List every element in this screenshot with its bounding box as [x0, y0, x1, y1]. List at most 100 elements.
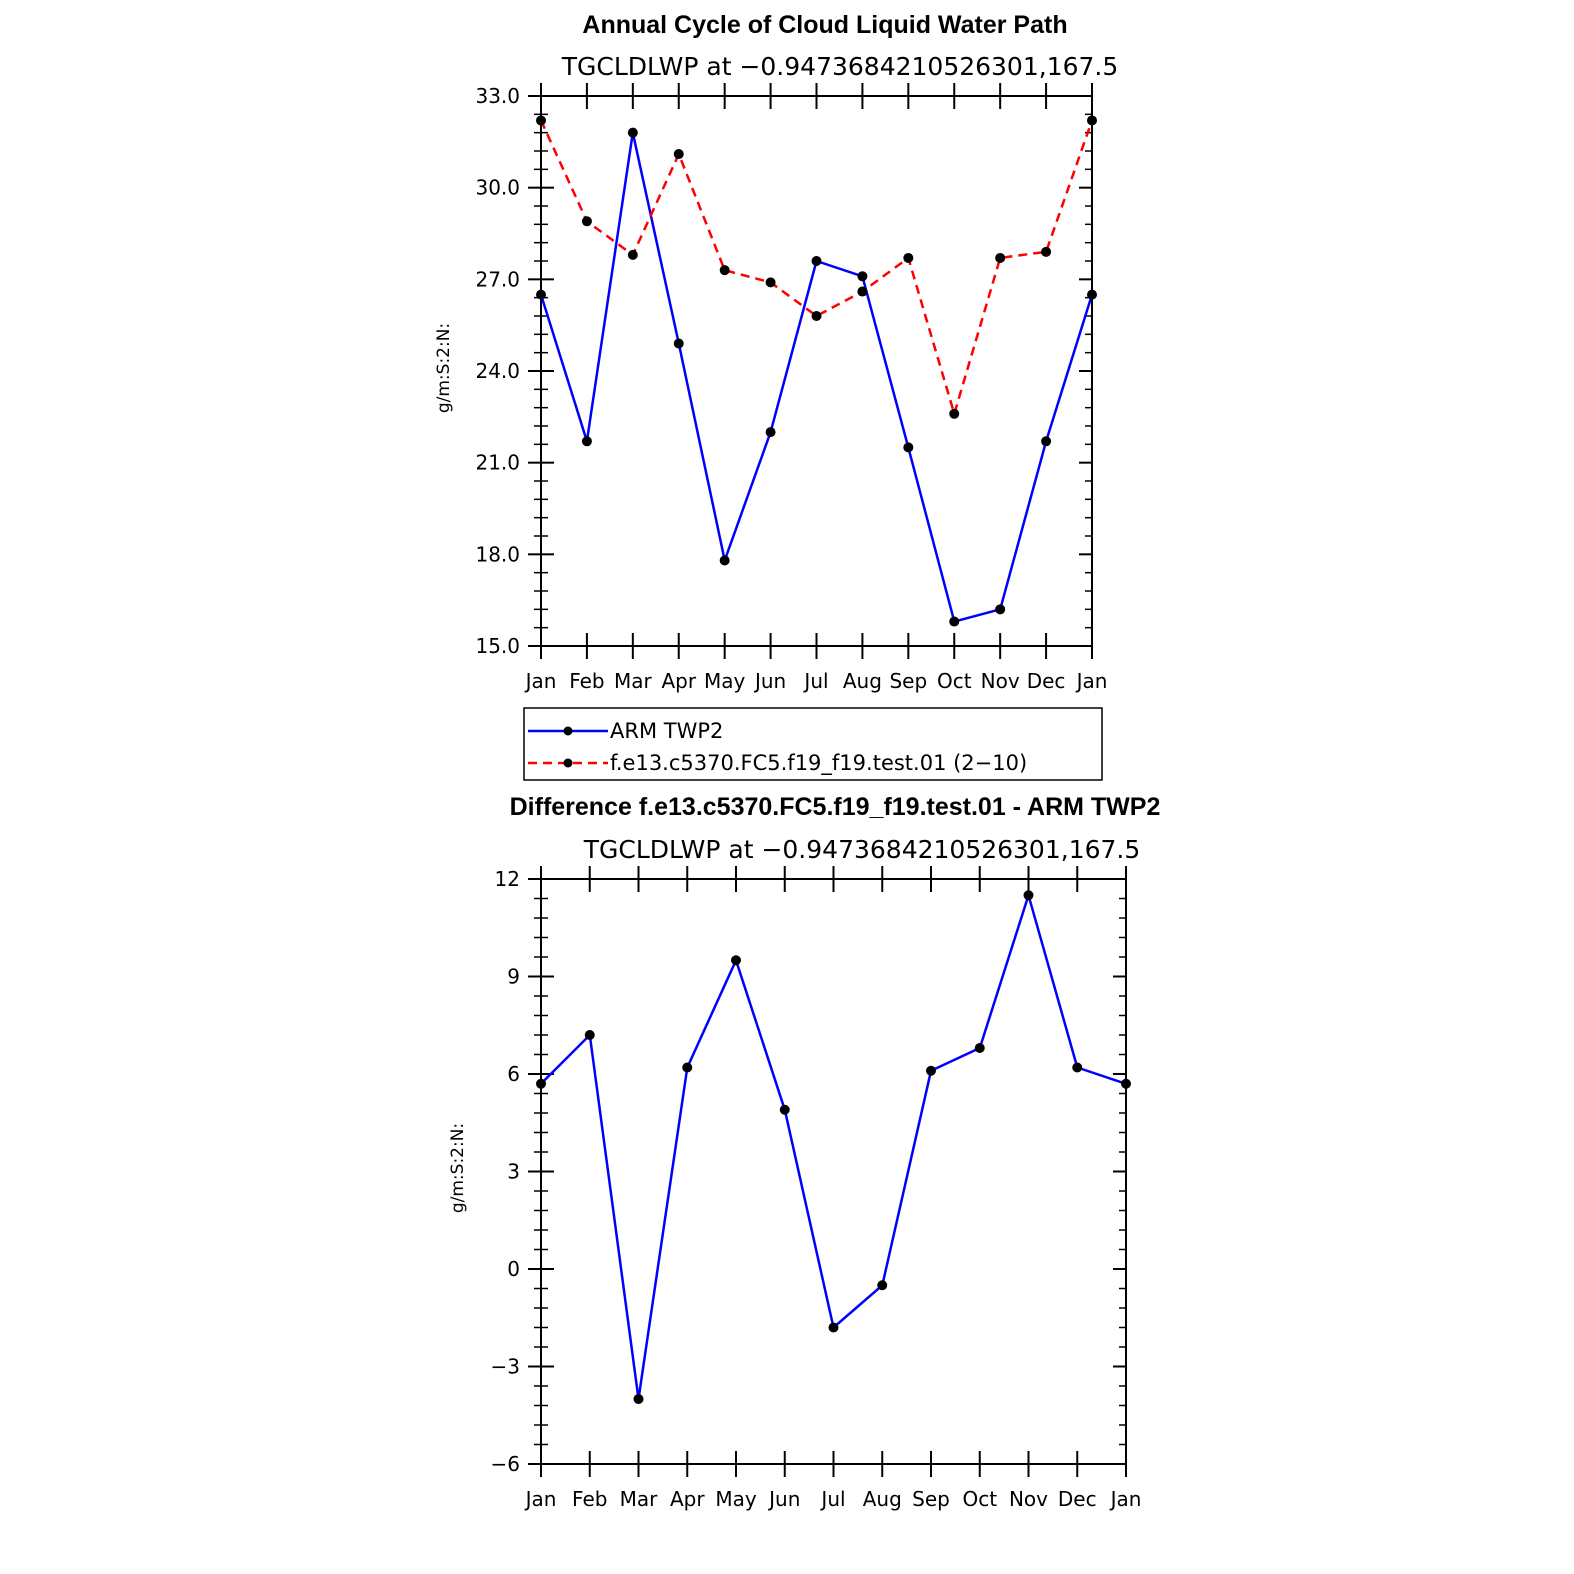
- data-point: [1087, 289, 1097, 300]
- data-point: [995, 252, 1006, 263]
- y-axis-label: g/m:S:2:N:: [448, 1123, 468, 1213]
- x-tick-label: Nov: [981, 669, 1020, 693]
- x-tick-label: Mar: [620, 1487, 659, 1511]
- plot-area: 15.0 18.0 21.0 24.0 27.0 30.0 33.0 Jan Feb Mar Apr…: [475, 83, 1107, 693]
- legend-marker-arm: [563, 726, 573, 736]
- data-point: [731, 955, 741, 966]
- x-tick-label: Jun: [753, 669, 786, 693]
- y-tick-label: 0: [507, 1257, 520, 1281]
- x-tick-label: Dec: [1058, 1487, 1097, 1511]
- data-point: [1041, 246, 1052, 257]
- plot-area: −6 −3 0 3 6 9 12 Jan Feb Mar Apr May Jun Jul Aug Sep Oct…: [491, 866, 1142, 1511]
- data-point: [857, 271, 868, 282]
- data-point: [974, 1043, 985, 1053]
- y-tick-label: 21.0: [475, 451, 520, 475]
- data-point: [536, 289, 546, 300]
- x-tick-label: Oct: [962, 1487, 997, 1511]
- data-point: [857, 286, 868, 297]
- x-tick-label: Mar: [614, 669, 653, 693]
- plot-frame: [540, 95, 1093, 647]
- x-tick-label: Jan: [524, 1487, 557, 1511]
- data-point: [1023, 890, 1034, 901]
- legend-box: [523, 707, 1103, 781]
- y-tick-label: 33.0: [475, 84, 520, 108]
- data-point: [877, 1280, 888, 1291]
- series-line: [539, 119, 1094, 416]
- x-tick-label: Apr: [661, 669, 696, 693]
- data-point: [581, 436, 592, 447]
- y-tick-label: 12: [495, 867, 520, 891]
- data-point: [811, 311, 822, 321]
- legend-label-model: f.e13.c5370.FC5.f19_f19.test.01 (2−10): [610, 751, 1027, 776]
- data-point: [765, 277, 776, 288]
- data-point: [903, 442, 914, 453]
- y-tick-label: 9: [507, 965, 520, 989]
- x-tick-label: Jan: [1109, 1487, 1142, 1511]
- x-tick-label: Jan: [524, 669, 557, 693]
- data-point: [949, 616, 960, 627]
- x-tick-label: Jul: [819, 1487, 845, 1511]
- data-point: [1041, 436, 1052, 447]
- data-point: [765, 427, 776, 438]
- data-point: [673, 338, 684, 349]
- legend-marker-model: [563, 758, 573, 768]
- x-tick-label: Sep: [889, 669, 927, 693]
- chart-subtitle: TGCLDLWP at −0.9473684210526301,167.5: [583, 835, 1141, 864]
- legend-label-arm: ARM TWP2: [610, 719, 723, 743]
- y-tick-label: 24.0: [475, 359, 520, 383]
- data-point: [926, 1065, 936, 1076]
- chart-title: Difference f.e13.c5370.FC5.f19_f19.test.…: [510, 793, 1161, 821]
- data-point: [627, 249, 638, 260]
- x-tick-label: Feb: [569, 669, 604, 693]
- series-line: [539, 131, 1094, 623]
- data-point: [627, 127, 638, 138]
- x-tick-label: Feb: [572, 1487, 607, 1511]
- x-tick-label: May: [715, 1487, 757, 1511]
- x-tick-label: Jan: [1075, 669, 1108, 693]
- data-point: [581, 216, 592, 227]
- data-point: [828, 1322, 839, 1333]
- y-tick-label: 27.0: [475, 267, 520, 291]
- data-point: [1072, 1062, 1083, 1073]
- plot-frame: [540, 878, 1127, 1465]
- x-tick-label: Apr: [670, 1487, 705, 1511]
- data-point: [1121, 1078, 1131, 1089]
- x-tick-label: Aug: [863, 1487, 902, 1511]
- chart-title: Annual Cycle of Cloud Liquid Water Path: [582, 11, 1067, 39]
- data-point: [779, 1104, 790, 1115]
- data-point: [719, 555, 730, 566]
- data-point: [1087, 115, 1097, 126]
- data-point: [536, 1078, 546, 1089]
- data-point: [811, 256, 822, 266]
- data-point: [673, 149, 684, 160]
- y-tick-label: −6: [491, 1452, 520, 1476]
- data-point: [949, 408, 960, 419]
- x-tick-label: Aug: [843, 669, 882, 693]
- data-point: [633, 1394, 644, 1404]
- y-tick-label: 15.0: [475, 634, 520, 658]
- data-point: [903, 252, 914, 263]
- data-point: [719, 265, 730, 276]
- y-tick-label: 6: [507, 1062, 520, 1086]
- y-axis-label: g/m:S:2:N:: [434, 323, 454, 413]
- y-tick-label: 3: [507, 1160, 520, 1184]
- x-tick-label: Jun: [767, 1487, 800, 1511]
- data-point: [536, 115, 546, 126]
- x-tick-label: Sep: [912, 1487, 950, 1511]
- y-tick-label: 30.0: [475, 176, 520, 200]
- data-point: [584, 1030, 595, 1040]
- data-point: [682, 1062, 693, 1073]
- chart-subtitle: TGCLDLWP at −0.9473684210526301,167.5: [561, 52, 1119, 81]
- x-tick-label: Oct: [937, 669, 972, 693]
- legend: ARM TWP2 f.e13.c5370.FC5.f19_f19.test.01…: [523, 707, 1103, 781]
- x-tick-label: Nov: [1009, 1487, 1048, 1511]
- x-tick-label: Jul: [802, 669, 828, 693]
- annual-cycle-chart: Annual Cycle of Cloud Liquid Water Path …: [434, 11, 1118, 693]
- x-tick-label: May: [704, 669, 746, 693]
- difference-chart: Difference f.e13.c5370.FC5.f19_f19.test.…: [448, 793, 1160, 1511]
- x-tick-label: Dec: [1027, 669, 1066, 693]
- y-tick-label: 18.0: [475, 542, 520, 566]
- y-tick-label: −3: [491, 1355, 520, 1379]
- data-point: [995, 604, 1006, 615]
